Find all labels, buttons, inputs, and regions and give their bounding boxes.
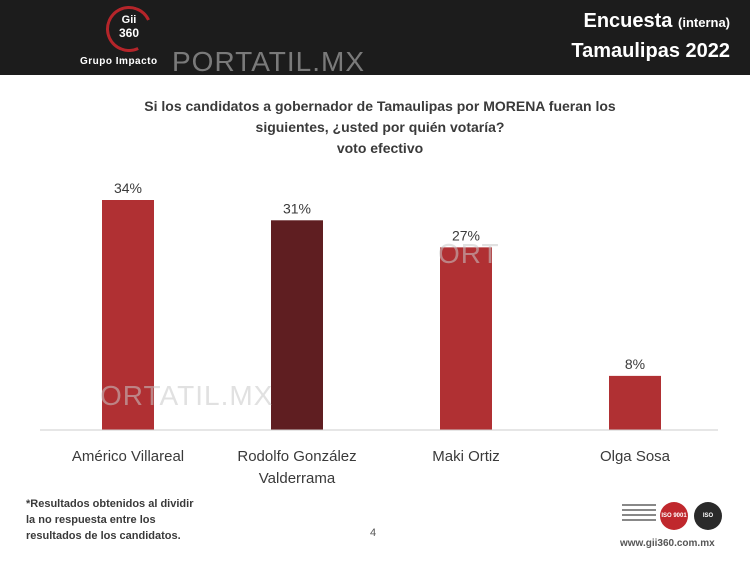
header-bar: Gii 360 Grupo Impacto Encuesta (interna)… (0, 0, 750, 75)
bar-2 (271, 220, 323, 430)
watermark-bottom: ORTATIL.MX (100, 380, 274, 411)
logo-line1: Gii (121, 14, 137, 26)
question-line2: siguientes, ¿usted por quién votaría? (255, 119, 505, 135)
survey-title-text: Encuesta (583, 10, 673, 32)
bar-value-label-3: 27% (452, 227, 480, 243)
bar-value-label-4: 8% (625, 356, 645, 372)
question-line1: Si los candidatos a gobernador de Tamaul… (144, 98, 616, 114)
iso-27001-badge: ISO 27001 (694, 502, 722, 547)
certification-text-lines (622, 504, 656, 530)
bar-1 (102, 200, 154, 430)
certification-logos: ISO 9001 ISO 27001 (622, 502, 726, 547)
footnote-line1: *Resultados obtenidos al dividir (26, 498, 194, 510)
category-label-3: Maki Ortiz (432, 448, 500, 465)
iso-9001-badge: ISO 9001 (660, 502, 688, 530)
bar-value-label-2: 31% (283, 200, 311, 216)
survey-subtitle: Tamaulipas 2022 (571, 40, 730, 62)
logo-line2: 360 (118, 26, 140, 40)
watermark-top: PORTATIL.MX (172, 46, 366, 77)
bar-3 (440, 247, 492, 430)
question-line3: voto efectivo (336, 140, 424, 156)
gii360-logo: Gii 360 Grupo Impacto (80, 0, 190, 72)
survey-title-note: (interna) (678, 15, 730, 30)
logo-tagline: Grupo Impacto (80, 56, 158, 67)
footer-url: www.gii360.com.mx (620, 538, 715, 549)
category-label-2-line2: Valderrama (259, 470, 336, 487)
survey-title: Encuesta (interna) (584, 10, 731, 33)
watermark-mid: ORT (438, 238, 500, 269)
category-label-4: Olga Sosa (600, 448, 671, 465)
page-number: 4 (370, 527, 377, 539)
bar-value-label-1: 34% (114, 180, 142, 196)
question-text: Si los candidatos a gobernador de Tamaul… (100, 96, 660, 159)
footnote-line3: resultados de los candidatos. (26, 530, 181, 542)
category-label-1: Américo Villareal (72, 448, 184, 465)
footnote-line2: la no respuesta entre los (26, 514, 156, 526)
bar-4 (609, 375, 661, 430)
footnote: *Resultados obtenidos al dividir la no r… (26, 496, 226, 544)
category-label-2-line1: Rodolfo González (237, 448, 356, 465)
